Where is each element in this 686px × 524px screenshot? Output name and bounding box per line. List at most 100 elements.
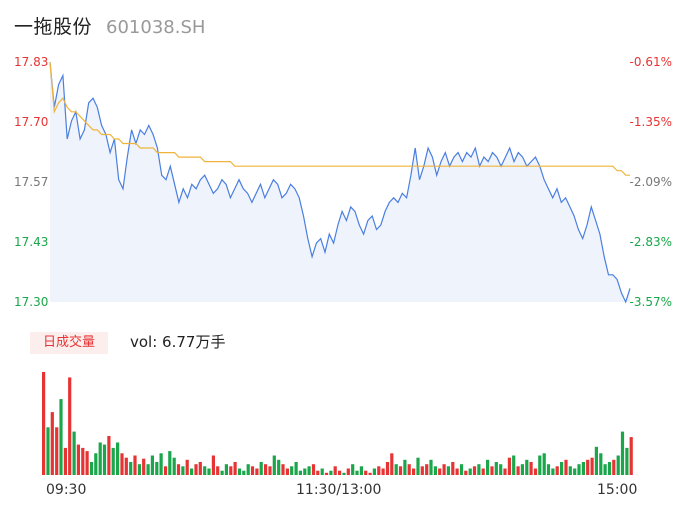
volume-bar <box>507 457 511 475</box>
volume-bar <box>338 470 342 475</box>
volume-bar <box>198 462 202 475</box>
volume-bar <box>586 459 590 475</box>
volume-bar <box>477 464 481 475</box>
volume-bar <box>259 462 263 475</box>
volume-bar <box>224 464 228 475</box>
volume-bar <box>233 462 237 475</box>
volume-bar <box>94 453 98 475</box>
volume-bar <box>63 447 67 475</box>
volume-bar <box>116 442 120 475</box>
volume-bar <box>429 459 433 475</box>
time-label-open: 09:30 <box>46 482 87 498</box>
volume-bar <box>503 468 507 475</box>
volume-bar <box>229 466 233 475</box>
volume-bar <box>46 427 50 475</box>
pct-tick-label: -0.61% <box>629 55 672 69</box>
volume-bar <box>342 472 346 475</box>
volume-bar <box>303 468 307 475</box>
volume-bar <box>163 466 168 475</box>
volume-bar <box>577 464 581 475</box>
volume-bar <box>377 466 381 475</box>
volume-bar <box>172 457 176 475</box>
price-area <box>50 62 630 302</box>
volume-bar <box>185 459 189 475</box>
volume-bar <box>329 470 333 475</box>
time-label-close: 15:00 <box>597 482 638 498</box>
volume-bar <box>355 470 359 475</box>
volume-bar <box>451 462 455 475</box>
average-price-line <box>49 61 630 176</box>
volume-bar <box>220 470 224 475</box>
volume-bar <box>516 466 520 475</box>
volume-bar <box>594 446 598 475</box>
volume-bar <box>568 466 572 475</box>
volume-bar <box>290 466 294 475</box>
volume-bar <box>120 453 124 475</box>
volume-bar <box>181 466 185 475</box>
volume-bar <box>490 466 494 475</box>
volume-bar <box>573 468 577 475</box>
price-tick-label: 17.57 <box>14 175 49 189</box>
volume-bar <box>468 468 472 475</box>
volume-bar <box>412 468 416 475</box>
volume-bar <box>50 412 54 475</box>
volume-bar <box>111 447 115 475</box>
volume-bar <box>194 464 198 475</box>
volume-bar <box>176 464 181 475</box>
volume-bar <box>416 457 420 475</box>
volume-bar <box>394 464 398 475</box>
volume-bar <box>333 466 337 475</box>
volume-bar <box>72 431 76 475</box>
volume-bar <box>324 472 329 475</box>
volume-bar <box>420 466 424 475</box>
volume-bar <box>446 466 450 475</box>
price-tick-label: 17.30 <box>14 295 49 309</box>
volume-bar <box>551 468 555 475</box>
stock-code: 601038.SH <box>106 17 206 38</box>
volume-bar <box>55 427 59 475</box>
volume-bar <box>155 462 159 475</box>
volume-bar <box>268 466 272 475</box>
volume-bar <box>346 468 350 475</box>
pct-tick-label: -2.83% <box>629 235 672 249</box>
volume-bar <box>146 464 150 475</box>
volume-bar <box>494 462 498 475</box>
volume-bar <box>137 464 141 475</box>
volume-bar <box>372 468 376 475</box>
volume-bar <box>629 437 633 475</box>
volume-bar <box>612 459 616 475</box>
volume-bar <box>381 468 385 475</box>
volume-bar <box>560 462 564 475</box>
volume-bar <box>211 455 215 475</box>
time-label-midday: 11:30/13:00 <box>296 482 382 498</box>
volume-bar <box>385 462 390 475</box>
volume-bar <box>403 459 407 475</box>
volume-bar <box>546 464 551 475</box>
volume-bar <box>307 466 311 475</box>
volume-bar <box>433 466 437 475</box>
pct-tick-label: -3.57% <box>629 295 672 309</box>
volume-bar <box>590 457 594 475</box>
volume-bar <box>81 447 85 475</box>
volume-bar <box>142 458 146 475</box>
volume-bar <box>85 451 89 475</box>
volume-bar <box>499 464 503 475</box>
volume-bar <box>512 455 516 475</box>
volume-bar <box>486 459 490 475</box>
volume-bar <box>246 464 250 475</box>
volume-bar <box>481 468 485 475</box>
volume-bar <box>281 464 285 475</box>
volume-bar <box>455 468 459 475</box>
volume-bar <box>464 470 468 475</box>
daily-volume-tab[interactable]: 日成交量 <box>30 332 108 354</box>
volume-bar <box>285 468 289 475</box>
price-tick-label: 17.83 <box>14 55 49 69</box>
volume-bar <box>311 464 316 475</box>
volume-bar <box>150 455 154 475</box>
volume-bar <box>59 399 63 475</box>
volume-bar <box>472 466 477 475</box>
volume-readout: vol: 6.77万手 <box>130 333 226 351</box>
volume-bar <box>529 462 533 475</box>
volume-bar <box>425 464 429 475</box>
volume-bar <box>203 466 207 475</box>
